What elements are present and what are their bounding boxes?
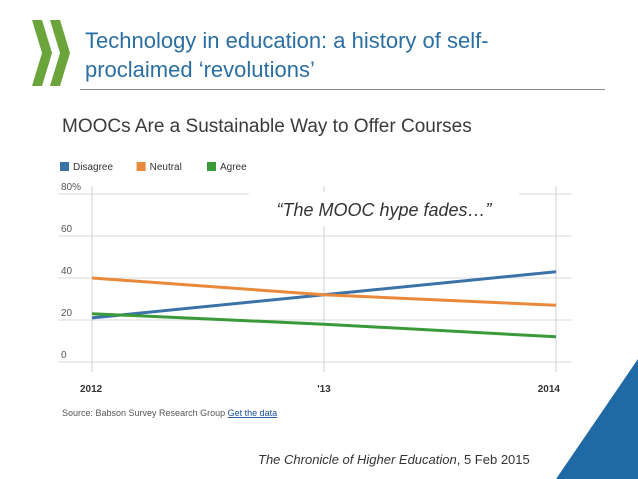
slide-title-line2: proclaimed ‘revolutions’ [85,57,315,82]
legend-label-neutral: Neutral [150,162,182,173]
y-tick-label: 60 [61,224,73,235]
chart-source: Source: Babson Survey Research Group Get… [62,408,277,418]
y-tick-label: 20 [61,308,73,319]
legend-label-disagree: Disagree [73,162,113,173]
chart-image: MOOCs Are a Sustainable Way to Offer Cou… [52,108,580,428]
x-tick-label: 2012 [80,384,103,395]
annotation-background [249,192,519,226]
y-tick-label: 80% [61,182,81,193]
slide-title: Technology in education: a history of se… [85,26,585,84]
chart-title: MOOCs Are a Sustainable Way to Offer Cou… [62,116,472,137]
get-the-data-link[interactable]: Get the data [228,408,278,418]
oecd-logo-icon [32,20,70,86]
slide-title-line1: Technology in education: a history of se… [85,28,489,53]
x-tick-label: 2014 [538,384,561,395]
series-line-agree [91,312,557,339]
chart-annotation: “The MOOC hype fades…” [276,200,492,220]
y-tick-label: 0 [61,350,67,361]
chart-background [52,108,580,428]
series-line-neutral [91,276,557,307]
y-tick-label: 40 [61,266,73,277]
legend-swatch-neutral [136,162,146,171]
publication-name: The Chronicle of Higher Education [258,452,457,467]
legend-label-agree: Agree [220,162,247,173]
line-chart: Disagree Neutral Agree 80% 60 40 20 0 “The MOOC … [52,108,580,428]
x-tick-label: '13 [317,384,331,395]
legend-swatch-disagree [60,162,69,171]
legend-swatch-agree [207,162,216,171]
corner-decoration-icon [556,359,638,479]
publication-date: , 5 Feb 2015 [456,452,530,467]
title-divider [80,89,605,90]
source-credit: The Chronicle of Higher Education, 5 Feb… [258,452,530,467]
